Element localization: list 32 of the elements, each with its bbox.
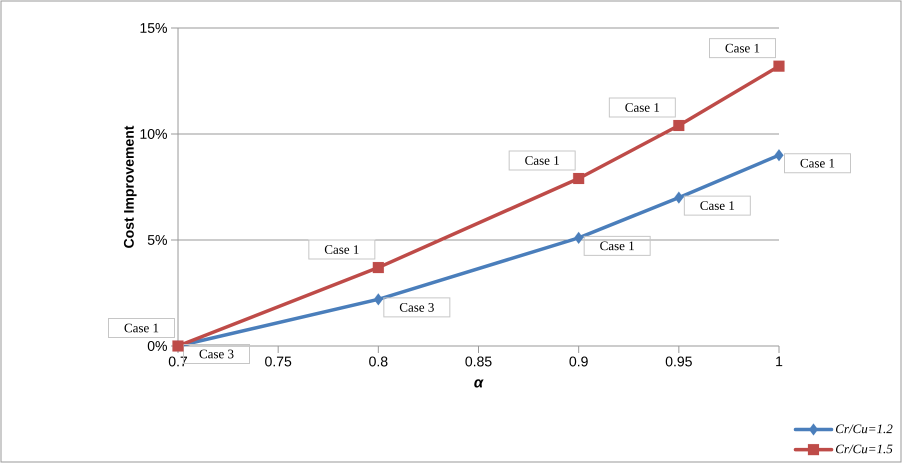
y-tick-label: 15%	[140, 23, 167, 33]
y-tick-label: 5%	[148, 235, 167, 245]
point	[574, 232, 584, 244]
data-label: Case 3	[400, 302, 434, 312]
x-tick-label: 0.8	[369, 356, 388, 366]
point	[674, 192, 684, 204]
x-tick-label: 0.75	[265, 356, 292, 366]
data-label: Case 1	[700, 201, 734, 210]
y-tick-label: 10%	[140, 129, 167, 139]
x-tick-label: 0.85	[465, 356, 492, 366]
point	[773, 60, 785, 72]
data-label: Case 1	[124, 324, 158, 332]
y-tick-label: 0%	[148, 341, 167, 351]
y-axis-title: Cost Improvement	[124, 126, 137, 248]
point	[774, 149, 784, 162]
x-axis-title: α	[474, 379, 484, 388]
x-tick-label: 1	[776, 356, 782, 366]
data-label: Case 1	[726, 44, 760, 53]
point	[374, 293, 383, 306]
point	[372, 262, 384, 274]
legend-label: Cr/Cu=1.2	[836, 424, 893, 434]
point	[573, 172, 584, 184]
x-tick-label: 0.95	[666, 356, 692, 366]
legend-label: Cr/Cu=1.5	[836, 444, 892, 454]
data-label: Case 1	[525, 156, 559, 165]
data-label: Case 3	[200, 350, 234, 358]
x-tick-label: 0.9	[569, 356, 588, 366]
data-label: Case 1	[600, 242, 634, 250]
data-label: Case 1	[625, 103, 660, 112]
data-label: Case 1	[800, 158, 834, 168]
point	[673, 120, 684, 132]
data-label: Case 1	[324, 245, 359, 254]
